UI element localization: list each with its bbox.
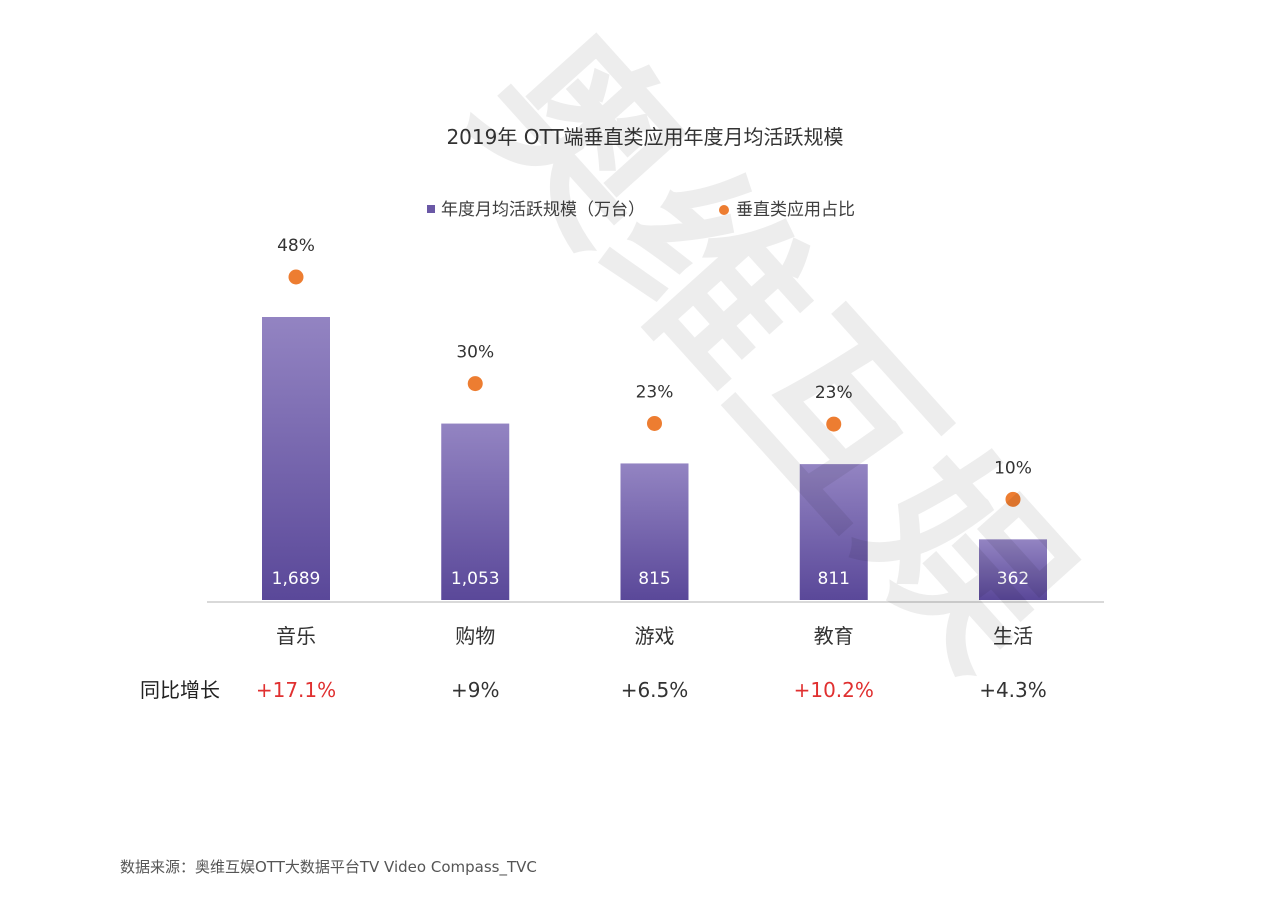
share-dot	[1005, 491, 1021, 507]
share-dot	[826, 416, 842, 432]
bar-3	[799, 464, 868, 600]
bar-value-label: 815	[638, 569, 670, 589]
growth-values: +17.1% +9% +6.5% +10.2% +4.3%	[256, 678, 1047, 702]
share-value-label: 48%	[277, 236, 315, 256]
legend: 年度月均活跃规模（万台） 垂直类应用占比	[427, 200, 855, 220]
bar-value-label: 811	[818, 569, 850, 589]
category-label: 游戏	[635, 624, 675, 648]
bar-0	[262, 317, 330, 600]
bar-value-label: 362	[997, 569, 1029, 589]
share-value-label: 23%	[815, 383, 853, 403]
growth-value: +9%	[451, 678, 500, 702]
growth-value: +4.3%	[979, 678, 1047, 702]
share-value-label: 10%	[994, 458, 1032, 478]
bar-value-label: 1,689	[272, 569, 321, 589]
source-note: 数据来源：奥维互娱OTT大数据平台TV Video Compass_TVC	[120, 858, 537, 877]
share-value-label: 30%	[456, 343, 494, 363]
bar-4	[979, 539, 1047, 600]
category-label: 购物	[455, 624, 495, 648]
category-label: 教育	[814, 624, 854, 648]
bar-2	[620, 463, 689, 600]
category-label: 生活	[993, 624, 1033, 648]
legend-dot-swatch	[719, 205, 729, 215]
category-label: 音乐	[276, 624, 316, 648]
share-dot	[288, 269, 304, 285]
bar-value-label: 1,053	[451, 569, 500, 589]
category-labels: 音乐 购物 游戏 教育 生活	[276, 624, 1033, 648]
legend-bar-swatch	[427, 205, 435, 213]
bar-1	[441, 423, 510, 600]
share-value-label: 23%	[636, 382, 674, 402]
share-dot	[467, 376, 483, 392]
legend-bar-label: 年度月均活跃规模（万台）	[441, 200, 645, 220]
share-dot	[647, 415, 662, 431]
bar-series: 1,689 1,053 815 811 362	[262, 317, 1047, 600]
legend-dot-label: 垂直类应用占比	[736, 200, 855, 220]
growth-value: +17.1%	[256, 678, 336, 702]
growth-value: +6.5%	[621, 678, 689, 702]
chart-title: 2019年 OTT端垂直类应用年度月均活跃规模	[446, 125, 843, 149]
growth-value: +10.2%	[794, 678, 874, 702]
growth-row-label: 同比增长	[140, 678, 220, 702]
share-series: 48% 30% 23% 23% 10%	[277, 236, 1032, 507]
